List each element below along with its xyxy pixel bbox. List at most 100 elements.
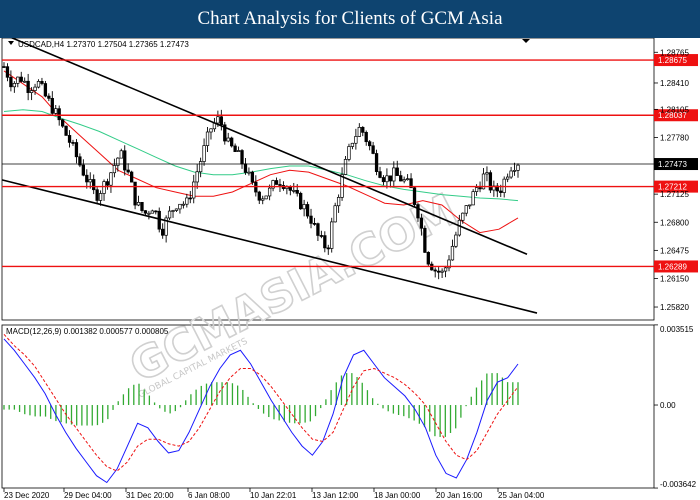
candle-body-bear xyxy=(67,135,72,143)
candle-body-bear xyxy=(19,76,23,82)
candle-body-bull xyxy=(112,165,117,174)
candle-body-bear xyxy=(95,189,99,201)
candle-body-bull xyxy=(447,259,451,269)
candle-body-bull xyxy=(205,131,210,146)
candle xyxy=(509,166,513,179)
level-tag xyxy=(654,180,698,193)
candle-body-bull xyxy=(512,170,517,172)
shift-marker-icon[interactable] xyxy=(522,39,530,43)
candle xyxy=(140,201,144,213)
candles xyxy=(2,62,520,280)
candle xyxy=(43,80,48,98)
trendline xyxy=(10,38,528,255)
candle-body-bear xyxy=(43,83,48,97)
candle xyxy=(219,109,223,131)
candle-body-bear xyxy=(312,223,317,225)
candle xyxy=(150,209,154,214)
candle xyxy=(433,267,437,278)
candle xyxy=(123,145,127,176)
candle-body-bear xyxy=(50,98,54,114)
candle-body-bull xyxy=(164,217,168,236)
candle-body-bull xyxy=(271,180,275,189)
candle-body-bear xyxy=(2,66,6,68)
candle-body-bull xyxy=(178,203,182,210)
time-tick-label: 23 Dec 2020 xyxy=(4,491,50,500)
candle xyxy=(40,77,44,86)
candle-body-bear xyxy=(230,137,234,147)
candle-body-bear xyxy=(361,126,365,133)
candle xyxy=(274,177,279,185)
candle-body-bear xyxy=(105,181,110,186)
macd-panel xyxy=(1,324,655,489)
candle-body-bear xyxy=(40,81,44,84)
level-label: 1.26289 xyxy=(658,262,687,271)
candle-body-bull xyxy=(481,173,486,190)
menu-arrow-icon[interactable] xyxy=(8,41,14,45)
macd-main-line xyxy=(3,338,519,484)
banner-title: Chart Analysis for Clients of GCM Asia xyxy=(0,0,700,38)
candle-body-bear xyxy=(323,235,327,249)
candle-body-bear xyxy=(143,210,148,214)
candle-body-bear xyxy=(243,163,248,173)
moving-average-line xyxy=(3,109,519,202)
candle-body-bull xyxy=(468,204,472,207)
candle-body-bull xyxy=(136,201,141,206)
candle-body-bull xyxy=(247,171,251,174)
candle-body-bear xyxy=(433,269,437,272)
candle xyxy=(326,244,330,255)
candle xyxy=(23,77,27,83)
candle-body-bear xyxy=(412,187,417,205)
candle xyxy=(371,141,375,155)
candle xyxy=(250,170,255,185)
candle-body-bear xyxy=(299,192,303,210)
candle xyxy=(437,267,441,280)
candle-body-bear xyxy=(9,76,13,88)
candle xyxy=(67,130,72,148)
candle xyxy=(16,76,20,88)
candle-body-bear xyxy=(126,169,130,173)
candle xyxy=(323,231,327,253)
candle xyxy=(64,125,68,136)
candle-body-bull xyxy=(357,126,361,137)
candle xyxy=(368,140,372,151)
candle xyxy=(405,174,410,181)
candle-body-bull xyxy=(392,167,396,182)
candle-body-bear xyxy=(223,124,227,142)
candle xyxy=(19,71,23,83)
candle xyxy=(209,128,213,140)
price-tick-label: 1.28765 xyxy=(660,48,689,57)
candle xyxy=(364,130,368,146)
candle-body-bull xyxy=(54,108,58,114)
candle-body-bull xyxy=(198,161,203,173)
candle-body-bear xyxy=(26,80,30,93)
candle xyxy=(350,142,355,150)
candle-body-bear xyxy=(423,227,427,253)
candle xyxy=(126,163,130,174)
time-axis: 23 Dec 2020 29 Dec 04:00 31 Dec 20:00 6 Jan… xyxy=(3,488,545,500)
candle xyxy=(378,166,382,179)
candle-body-bull xyxy=(443,267,448,272)
candle-body-bull xyxy=(119,150,123,159)
candle xyxy=(399,170,403,182)
macd-signal-line xyxy=(3,333,519,472)
time-tick-label: 6 Jan 08:00 xyxy=(188,491,230,500)
candle-body-bear xyxy=(257,191,261,201)
candle xyxy=(402,176,406,184)
candle xyxy=(412,186,417,208)
candle-body-bear xyxy=(219,116,223,126)
candle-body-bull xyxy=(457,219,462,236)
level-tag xyxy=(654,54,698,67)
candle-body-bull xyxy=(16,76,20,84)
macd-tick-label: -0.003642 xyxy=(660,480,697,489)
candle xyxy=(261,195,265,205)
level-label: 1.28675 xyxy=(658,56,687,65)
candle xyxy=(164,215,168,243)
candle-body-bear xyxy=(5,66,10,78)
level-label: 1.27212 xyxy=(658,183,687,192)
candle-body-bull xyxy=(474,187,479,192)
candle-body-bull xyxy=(209,128,213,133)
candle xyxy=(178,203,182,214)
candle xyxy=(29,87,34,101)
candle-body-bull xyxy=(116,157,120,166)
candle-body-bull xyxy=(147,212,151,215)
